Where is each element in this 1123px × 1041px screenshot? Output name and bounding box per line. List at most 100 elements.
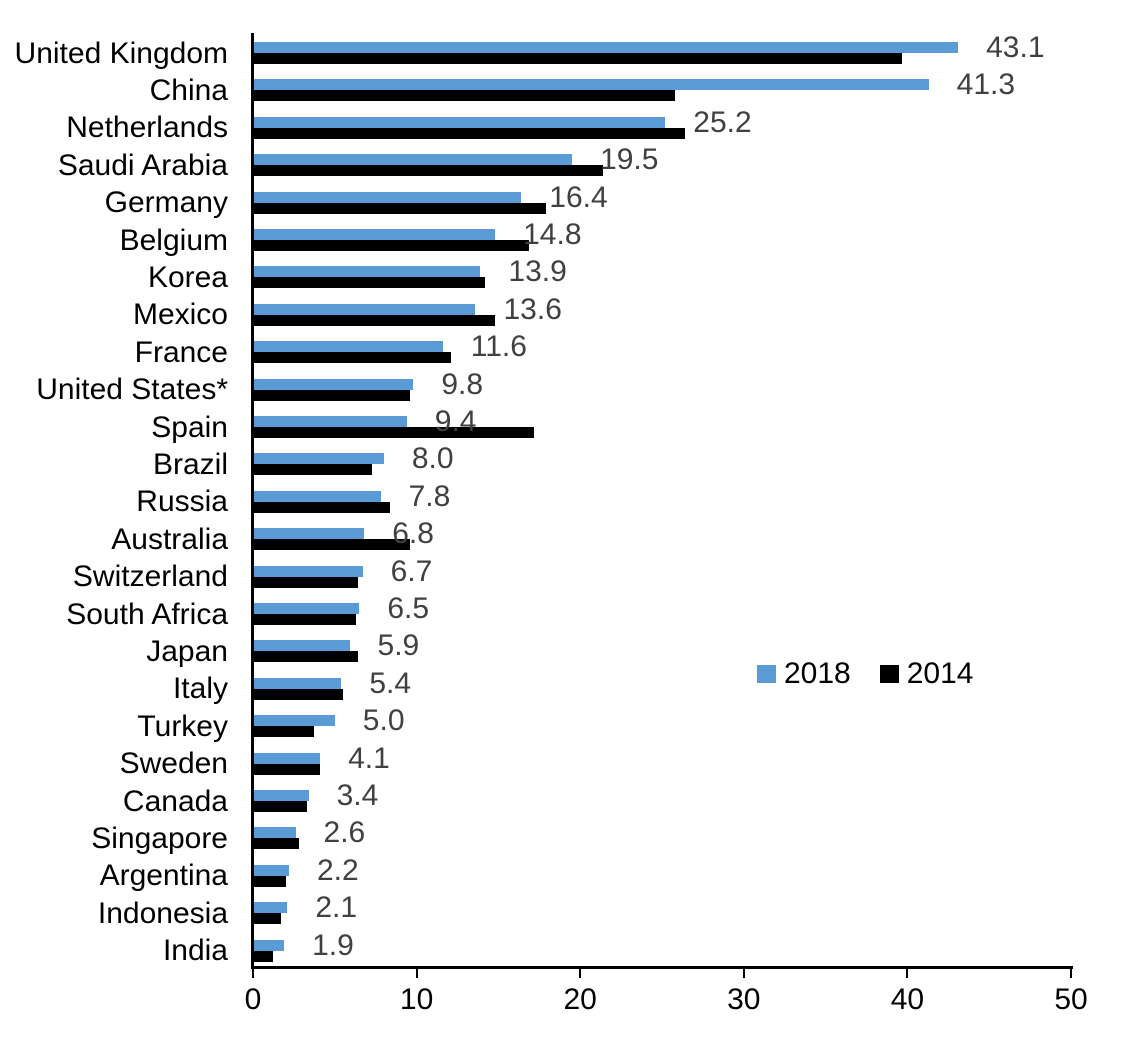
value-label: 4.1 [348,741,390,775]
x-tick-label: 10 [399,983,434,1016]
value-label: 2.2 [316,853,359,887]
bar-2018 [253,939,285,951]
category-label: Italy [172,672,228,706]
category-label: Netherlands [66,111,228,145]
category-label: France [134,335,228,369]
bar-2014 [253,614,357,625]
bar-2018 [253,677,342,689]
bar-2014 [253,127,685,139]
category-label: Canada [122,784,228,818]
bar-2014 [253,90,676,102]
bar-2018 [253,490,381,502]
category-label: Indonesia [97,896,228,930]
x-tick-label: 20 [563,983,597,1016]
category-label: United States* [36,373,228,407]
bar-2014 [253,913,281,925]
category-label: Australia [111,522,228,556]
value-label: 25.2 [693,105,752,139]
value-label: 6.7 [390,554,433,588]
bar-2014 [253,763,321,775]
category-label: Russia [136,485,228,519]
category-label: Mexico [132,298,228,332]
value-label: 5.9 [377,629,420,663]
category-label: India [162,934,228,968]
category-label: Saudi Arabia [57,148,228,182]
bar-2018 [253,191,522,203]
category-label: Japan [146,634,228,668]
bar-2018 [253,303,476,315]
bar-2018 [253,341,443,353]
x-axis-tick [252,968,254,978]
value-label: 2.6 [323,816,366,850]
category-label: Sweden [119,747,228,781]
bar-2018 [253,752,321,764]
bar-2014 [253,389,411,401]
bar-2014 [253,950,273,962]
category-label: Belgium [119,223,228,257]
value-label: 9.8 [441,367,484,401]
x-axis-tick [415,968,418,978]
x-tick-label: 30 [727,983,761,1016]
x-axis-tick [906,968,909,978]
bar-2018 [253,528,365,540]
value-label: 3.4 [336,779,379,812]
legend-label-2018: 2018 [784,657,851,690]
category-label: China [149,73,228,107]
bar-2018 [253,715,335,727]
x-tick-label: 50 [1054,983,1088,1016]
bar-2014 [253,202,546,214]
bar-2014 [253,352,451,364]
legend: 2018 2014 [757,657,974,691]
bar-2014 [253,539,411,551]
category-label: Singapore [91,821,228,855]
bar-2014 [253,277,486,289]
value-label: 7.8 [408,479,451,513]
value-label: 13.9 [508,255,567,289]
value-label: 6.5 [387,592,430,625]
value-label: 19.5 [600,143,659,177]
value-label: 41.3 [956,68,1016,102]
bar-2014 [253,576,358,588]
category-label: Korea [147,260,228,294]
bar-2018 [253,864,289,876]
legend-swatch-2014 [879,665,899,683]
value-label: 2.1 [315,891,358,925]
x-axis-tick [579,968,582,978]
category-label: Switzerland [72,560,228,594]
category-label: Germany [104,186,228,220]
bar-2014 [253,501,391,513]
bar-2014 [253,801,307,812]
legend-swatch-2018 [757,665,776,683]
bar-2018 [253,154,573,166]
x-axis-tick [742,968,745,978]
category-label: Turkey [137,709,228,743]
bar-2018 [253,42,959,53]
value-label: 5.4 [369,666,412,700]
bar-2018 [253,266,481,278]
bar-2014 [253,240,530,251]
value-label: 8.0 [411,442,454,476]
bar-2014 [253,464,373,476]
bar-2014 [253,314,496,326]
bar-2018 [253,640,350,652]
bar-2018 [253,827,296,839]
category-label: Argentina [99,859,228,893]
bar-2014 [253,165,604,177]
bar-2018 [253,565,363,577]
bar-2014 [253,875,286,887]
bar-2018 [253,790,309,801]
category-label: Spain [151,410,228,444]
y-axis-line [251,33,254,968]
bar-2018 [253,229,496,240]
x-axis-tick [1070,968,1072,978]
bar-2014 [253,651,358,663]
value-label: 43.1 [986,31,1045,64]
bar-2014 [253,688,343,700]
category-label: South Africa [66,597,228,631]
bar-2018 [253,116,666,128]
value-label: 13.6 [503,292,562,326]
value-label: 6.8 [392,517,434,551]
bar-2018 [253,603,360,614]
bar-2014 [253,53,903,64]
bar-2018 [253,79,929,91]
